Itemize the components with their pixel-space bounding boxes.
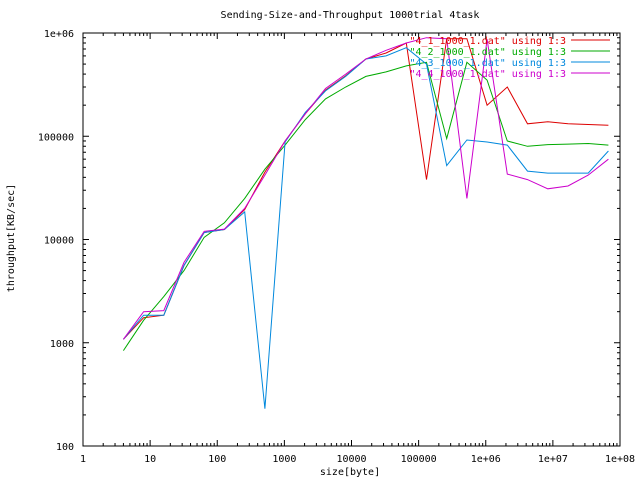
series-line-1	[123, 38, 609, 340]
legend-label-2: "4_2_1000_1.dat" using 1:3	[409, 47, 566, 58]
chart-title: Sending-Size-and-Throughput 1000trial 4t…	[221, 10, 480, 21]
axis-ticks: 1 10 100 1000 10000 100000 1e+06 1e+07 1e+08 100 1…	[38, 29, 635, 465]
y-tick-label: 1e+06	[44, 29, 74, 40]
y-tick-label: 100000	[38, 132, 74, 143]
legend-label-3: "4_3_1000_1.dat" using 1:3	[409, 58, 566, 69]
plot-frame	[82, 32, 621, 447]
y-tick-label: 100	[56, 442, 74, 453]
legend-label-4: "4_4_1000_1.dat" using 1:3	[409, 69, 566, 80]
x-tick-label: 10000	[336, 454, 366, 465]
series-line-3	[123, 47, 609, 409]
x-tick-label: 1000	[272, 454, 296, 465]
x-tick-label: 1	[80, 454, 86, 465]
series-line-2	[122, 61, 609, 351]
series-line-4	[122, 37, 609, 340]
y-tick-label: 1000	[50, 339, 74, 350]
x-tick-label: 1e+06	[471, 454, 501, 465]
x-tick-label: 10	[144, 454, 156, 465]
x-tick-label: 100000	[401, 454, 437, 465]
legend-label-1: "4_1_1000_1.dat" using 1:3	[409, 36, 566, 47]
series-group	[122, 37, 609, 409]
y-tick-label: 10000	[44, 236, 74, 247]
legend: "4_1_1000_1.dat" using 1:3"4_2_1000_1.da…	[409, 36, 610, 80]
x-tick-label: 1e+07	[538, 454, 568, 465]
x-tick-label: 100	[208, 454, 226, 465]
x-axis-label: size[byte]	[320, 467, 380, 478]
y-axis-label: throughput[KB/sec]	[6, 184, 17, 292]
x-tick-label: 1e+08	[605, 454, 635, 465]
